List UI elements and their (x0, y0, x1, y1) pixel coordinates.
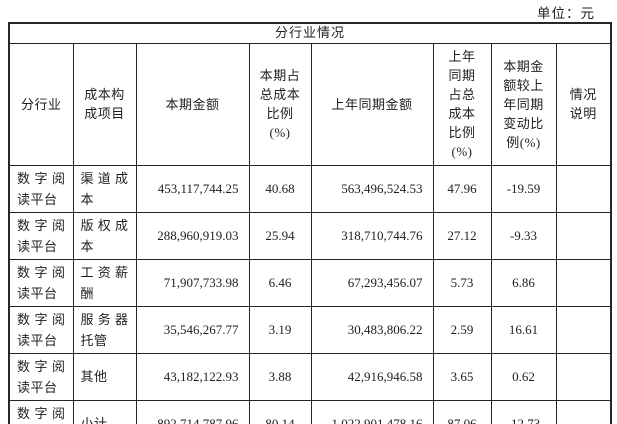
cell-change-pct: -12.73 (490, 399, 557, 424)
table-title-row: 分行业情况 (8, 22, 612, 44)
cell-current-amount: 35,546,267.77 (135, 305, 250, 354)
cell-current-pct: 40.68 (248, 164, 312, 213)
cell-prior-pct: 2.59 (432, 305, 492, 354)
column-header-cost-item: 成本构 成项目 (72, 42, 137, 166)
table-row: 数字阅读平台 版权成本 288,960,919.03 25.94 318,710… (8, 211, 612, 260)
cell-note (555, 164, 612, 213)
cell-prior-amount: 1,022,901,478.16 (310, 399, 434, 424)
cell-cost-item: 工资薪酬 (72, 258, 137, 307)
cell-prior-pct: 47.96 (432, 164, 492, 213)
cell-current-pct: 6.46 (248, 258, 312, 307)
table-header-row: 分行业 成本构 成项目 本期金额 本期占 总成本 比例 (%) 上年同期金额 上… (8, 42, 612, 166)
cell-prior-pct: 5.73 (432, 258, 492, 307)
cell-prior-pct: 3.65 (432, 352, 492, 401)
cell-note (555, 211, 612, 260)
cell-industry: 数字阅读平台 (8, 352, 74, 401)
table-row: 数字阅读平台 其他 43,182,122.93 3.88 42,916,946.… (8, 352, 612, 401)
table-row: 数字阅读平台 工资薪酬 71,907,733.98 6.46 67,293,45… (8, 258, 612, 307)
cell-industry: 数字阅读平台 (8, 305, 74, 354)
column-header-note: 情况 说明 (555, 42, 612, 166)
cell-cost-item: 版权成本 (72, 211, 137, 260)
cell-prior-pct: 27.12 (432, 211, 492, 260)
table-row: 数字阅读平台 渠道成本 453,117,744.25 40.68 563,496… (8, 164, 612, 213)
cell-prior-amount: 30,483,806.22 (310, 305, 434, 354)
column-header-prior-pct: 上年 同期 占总 成本 比例 (%) (432, 42, 492, 166)
cell-note (555, 305, 612, 354)
cell-cost-item: 小计 (72, 399, 137, 424)
unit-label: 单位：元 (537, 6, 595, 21)
table-row: 数字阅读平台 服务器托管 35,546,267.77 3.19 30,483,8… (8, 305, 612, 354)
cell-cost-item: 其他 (72, 352, 137, 401)
table-row: 数字阅读平台 小计 892,714,787.96 80.14 1,022,901… (8, 399, 612, 424)
cell-current-amount: 43,182,122.93 (135, 352, 250, 401)
cell-prior-amount: 42,916,946.58 (310, 352, 434, 401)
table-title: 分行业情况 (8, 22, 612, 44)
cell-change-pct: 0.62 (490, 352, 557, 401)
cell-current-amount: 892,714,787.96 (135, 399, 250, 424)
cell-current-amount: 71,907,733.98 (135, 258, 250, 307)
cell-note (555, 352, 612, 401)
cell-industry: 数字阅读平台 (8, 399, 74, 424)
industry-cost-table: 分行业情况 分行业 成本构 成项目 本期金额 本期占 总成本 比例 (%) 上年… (8, 22, 613, 424)
cell-industry: 数字阅读平台 (8, 258, 74, 307)
cell-current-pct: 3.19 (248, 305, 312, 354)
cell-industry: 数字阅读平台 (8, 164, 74, 213)
column-header-current-amount: 本期金额 (135, 42, 250, 166)
cell-change-pct: -9.33 (490, 211, 557, 260)
column-header-industry: 分行业 (8, 42, 74, 166)
cell-change-pct: 6.86 (490, 258, 557, 307)
cell-current-pct: 80.14 (248, 399, 312, 424)
cell-cost-item: 渠道成本 (72, 164, 137, 213)
cell-note (555, 399, 612, 424)
column-header-prior-amount: 上年同期金额 (310, 42, 434, 166)
column-header-change-pct: 本期金 额较上 年同期 变动比 例(%) (490, 42, 557, 166)
cell-industry: 数字阅读平台 (8, 211, 74, 260)
cell-prior-amount: 563,496,524.53 (310, 164, 434, 213)
cell-current-amount: 453,117,744.25 (135, 164, 250, 213)
cell-prior-pct: 87.06 (432, 399, 492, 424)
cell-current-pct: 3.88 (248, 352, 312, 401)
cell-cost-item: 服务器托管 (72, 305, 137, 354)
cell-note (555, 258, 612, 307)
cell-prior-amount: 67,293,456.07 (310, 258, 434, 307)
cell-prior-amount: 318,710,744.76 (310, 211, 434, 260)
column-header-current-pct: 本期占 总成本 比例 (%) (248, 42, 312, 166)
cell-change-pct: -19.59 (490, 164, 557, 213)
cell-current-amount: 288,960,919.03 (135, 211, 250, 260)
cell-change-pct: 16.61 (490, 305, 557, 354)
cell-current-pct: 25.94 (248, 211, 312, 260)
